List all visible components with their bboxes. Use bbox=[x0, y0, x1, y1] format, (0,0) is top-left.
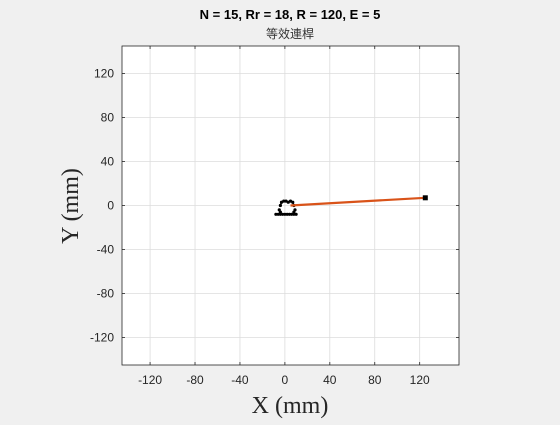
y-tick-label: 120 bbox=[94, 67, 114, 81]
cycloid-point bbox=[278, 212, 282, 216]
cycloid-point bbox=[278, 203, 282, 208]
y-tick-label: -80 bbox=[97, 287, 115, 301]
ticks: -120 -80 -40 0 40 80 120 120 80 40 0 -40 -80 -120 bbox=[90, 46, 459, 387]
cycloid-point bbox=[276, 212, 280, 216]
y-tick-label: -120 bbox=[90, 331, 114, 345]
cycloid-point bbox=[283, 212, 287, 216]
cycloid-point bbox=[287, 212, 291, 216]
chart-subtitle: 等效連桿 bbox=[266, 26, 314, 41]
x-tick-label: -80 bbox=[186, 373, 204, 387]
y-axis-label: Y (mm) bbox=[58, 168, 84, 244]
cycloid-point bbox=[294, 212, 298, 216]
cycloid-point bbox=[281, 212, 285, 216]
cycloid-point bbox=[278, 210, 282, 214]
x-tick-label: -40 bbox=[231, 373, 249, 387]
x-axis-label: X (mm) bbox=[252, 393, 329, 419]
x-tick-label: 120 bbox=[410, 373, 430, 387]
cycloid-point bbox=[290, 212, 294, 216]
link-series-line bbox=[290, 196, 426, 207]
x-tick-label: 40 bbox=[323, 373, 337, 387]
cycloid-point bbox=[282, 199, 286, 203]
cycloid-point bbox=[285, 212, 289, 216]
chart-title: N = 15, Rr = 18, R = 120, E = 5 bbox=[200, 7, 381, 22]
endpoint-marker bbox=[422, 195, 428, 201]
x-tick-label: 80 bbox=[368, 373, 382, 387]
y-tick-label: 40 bbox=[101, 155, 115, 169]
data-layer bbox=[274, 195, 428, 216]
y-tick-label: -40 bbox=[97, 243, 115, 257]
cycloid-point bbox=[274, 212, 278, 216]
cycloid-point bbox=[292, 210, 296, 214]
cycloid-point bbox=[291, 200, 295, 204]
cycloid-point bbox=[292, 212, 296, 216]
y-tick-label: 0 bbox=[107, 199, 114, 213]
x-tick-label: -120 bbox=[138, 373, 162, 387]
x-tick-label: 0 bbox=[282, 373, 289, 387]
y-tick-label: 80 bbox=[101, 111, 115, 125]
